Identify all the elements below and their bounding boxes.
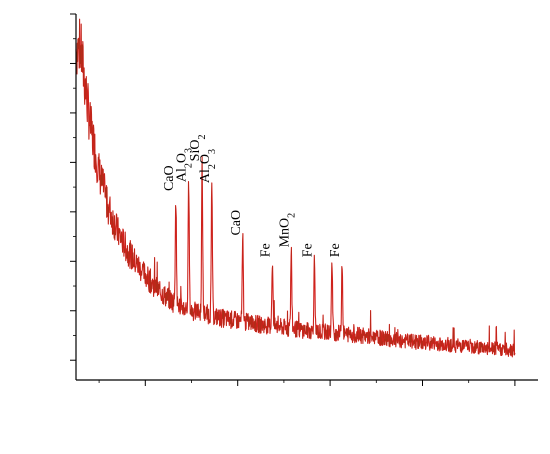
peak-label-part: Fe [300,243,315,257]
peak-label-subscript: 3 [206,149,217,154]
peak-label-part: Al [198,169,213,183]
peak-label-part: O [198,154,213,164]
peak-label-part: O [175,153,190,163]
peak-label-subscript: 2 [183,163,194,168]
peak-label: MnO2 [277,213,297,248]
peak-label: Fe [300,243,315,257]
peak-label-subscript: 2 [197,135,208,140]
peak-label-part: Fe [258,243,273,257]
peak-label-subscript: 3 [183,148,194,153]
peak-label-part: MnO [277,218,292,248]
series-line-shadow [75,19,516,357]
peak-label: Fe [258,243,273,257]
peak-label-part: CaO [229,210,244,236]
peak-label: CaO [162,165,177,191]
series-line-river-sand [75,18,516,358]
peak-label-part: CaO [162,165,177,191]
peak-label-subscript: 2 [286,213,297,218]
peak-label: Fe [328,243,343,257]
peak-label-part: Al [175,168,190,182]
peak-label-subscript: 2 [206,164,217,169]
peak-label-part: Fe [328,243,343,257]
peak-label: Al2O3 [175,148,195,182]
peak-label: SiO2 [188,135,208,162]
peak-label: Al2O3 [198,149,218,183]
peak-label: CaO [229,210,244,236]
peak-label-part: SiO [188,140,203,162]
